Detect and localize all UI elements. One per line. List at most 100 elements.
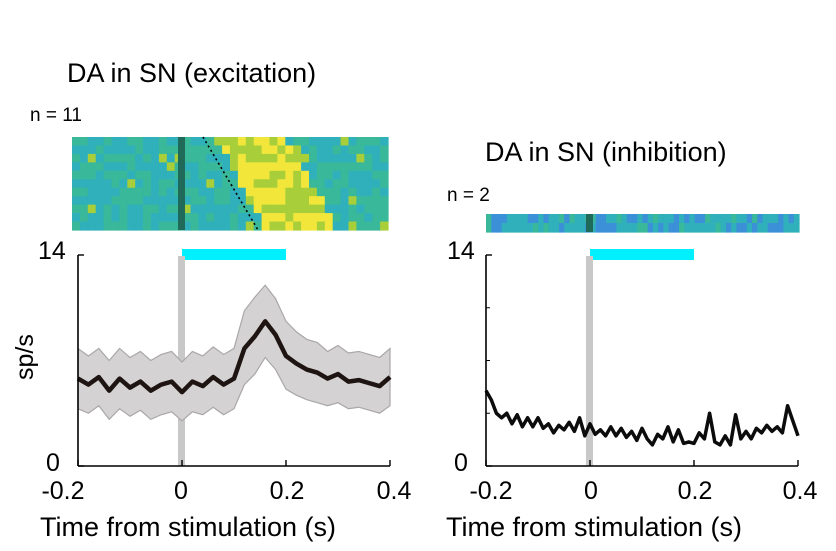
raster-cell <box>332 213 342 223</box>
raster-cell <box>710 223 717 233</box>
raster-cell <box>261 221 271 231</box>
raster-cell <box>663 214 670 224</box>
raster-cell <box>574 214 581 224</box>
raster-cell <box>143 162 152 172</box>
raster-cell <box>684 214 691 224</box>
raster-cell <box>214 221 223 231</box>
raster-cell <box>293 221 302 231</box>
raster-cell <box>293 196 302 206</box>
raster-cell <box>348 162 357 172</box>
raster-cell <box>364 145 373 155</box>
raster-cell <box>119 213 128 223</box>
raster-cell <box>182 162 192 172</box>
raster-cell <box>285 187 294 197</box>
raster-cell <box>293 187 302 197</box>
raster-cell <box>301 204 310 214</box>
raster-cell <box>135 187 144 197</box>
raster-cell <box>190 162 199 172</box>
raster-cell <box>79 221 89 231</box>
raster-cell <box>206 213 215 223</box>
stimulation-onset-line <box>586 256 593 466</box>
raster-cell <box>324 137 334 147</box>
raster-cell <box>285 213 294 223</box>
raster-cell <box>694 223 701 233</box>
raster-cell <box>316 187 326 197</box>
stimulation-bar <box>182 249 286 260</box>
raster-cell <box>285 196 294 206</box>
raster-cell <box>372 196 381 206</box>
raster-cell <box>658 223 664 233</box>
raster-cell <box>647 214 654 224</box>
raster-cell <box>166 187 176 197</box>
raster-cell <box>277 179 286 189</box>
axis-ticks <box>485 254 799 467</box>
raster-cell <box>261 187 271 197</box>
raster-cell <box>340 204 350 214</box>
raster-cell <box>182 221 192 231</box>
raster-cell <box>253 162 263 172</box>
raster-cell <box>261 145 271 155</box>
raster-cell <box>340 145 350 155</box>
raster-cell <box>95 187 105 197</box>
raster-cell <box>143 179 152 189</box>
raster-cell <box>143 196 152 206</box>
raster-cell <box>135 145 144 155</box>
raster-cell <box>237 170 247 180</box>
y-tick-label: 0 <box>46 449 60 477</box>
raster-cell <box>316 170 326 180</box>
raster-cell <box>720 223 727 233</box>
raster-cell <box>293 153 302 163</box>
raster-cell <box>746 223 753 233</box>
raster-cell <box>95 196 105 206</box>
raster-cell <box>491 214 498 224</box>
raster-cell <box>491 223 498 233</box>
raster-cell <box>151 196 160 206</box>
raster-cell <box>269 213 278 223</box>
raster-cell <box>564 214 571 224</box>
panel-excitation: DA in SN (excitation) n = 11 14 0 -0.2 0… <box>11 58 411 542</box>
raster-cell <box>261 196 271 206</box>
raster-cell <box>87 137 97 147</box>
raster-cell <box>182 187 192 197</box>
raster-cell <box>380 145 389 155</box>
raster-cell <box>277 221 286 231</box>
raster-cell <box>127 221 136 231</box>
raster-cell <box>301 170 310 180</box>
raster-cell <box>111 179 120 189</box>
raster-cell <box>206 179 215 189</box>
raster-cell <box>324 204 334 214</box>
x-axis-label: Time from stimulation (s) <box>40 512 336 542</box>
y-tick-label: 14 <box>38 237 66 265</box>
raster-cell <box>356 196 365 206</box>
raster-cell <box>277 196 286 206</box>
raster-cell <box>348 187 357 197</box>
raster-cell <box>79 213 89 223</box>
raster-cell <box>103 179 113 189</box>
raster-cell <box>553 214 560 224</box>
raster-cell <box>269 221 278 231</box>
raster-cell <box>214 213 223 223</box>
raster-cell <box>277 162 286 172</box>
raster-cell <box>715 214 722 224</box>
raster-cell <box>340 170 350 180</box>
raster-cell <box>245 196 255 206</box>
raster-cell <box>309 170 318 180</box>
raster-cell <box>151 204 160 214</box>
raster-cell <box>356 137 365 147</box>
raster-cell <box>380 204 389 214</box>
raster-cell <box>364 179 373 189</box>
raster-cell <box>72 187 81 197</box>
raster-cell <box>285 179 294 189</box>
raster-cell <box>127 137 136 147</box>
raster-cell <box>253 221 263 231</box>
raster-cell <box>95 153 105 163</box>
raster-cell <box>309 204 318 214</box>
x-tick-label: 0 <box>584 477 598 505</box>
raster-cell <box>637 223 644 233</box>
raster-cell <box>559 214 565 224</box>
raster-cell <box>111 204 120 214</box>
raster-cell <box>135 162 144 172</box>
raster-cell <box>309 179 318 189</box>
raster-cell <box>198 170 207 180</box>
raster-cell <box>87 221 97 231</box>
